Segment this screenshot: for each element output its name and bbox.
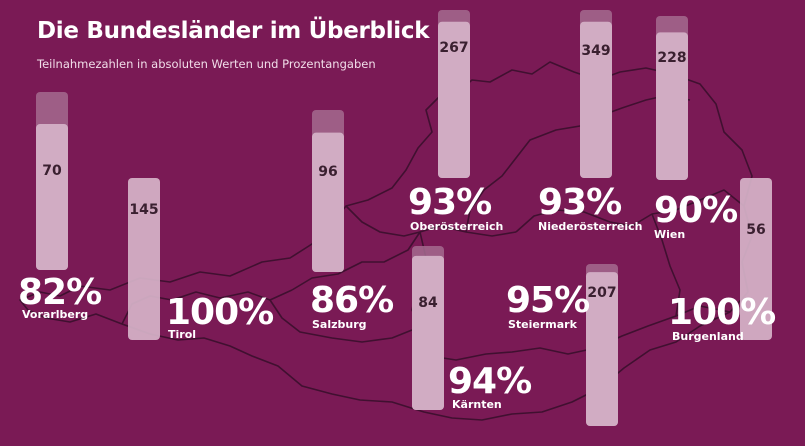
percent-label: 94% <box>448 361 531 402</box>
page-title: Die Bundesländer im Überblick <box>37 18 430 44</box>
bar-fill <box>740 178 772 340</box>
percent-label: 93% <box>538 182 621 223</box>
bar-value-label: 349 <box>581 43 610 59</box>
bar-fill <box>580 21 612 179</box>
region-name-label: Tirol <box>168 328 196 341</box>
bar-fill <box>586 272 618 426</box>
region-name-label: Steiermark <box>508 318 578 331</box>
bar-value-label: 96 <box>318 164 337 180</box>
region-name-label: Salzburg <box>312 318 367 331</box>
bar-fill <box>36 124 68 270</box>
bar-fill <box>312 132 344 272</box>
percent-label: 82% <box>18 272 101 313</box>
percent-label: 95% <box>506 280 589 321</box>
labels-group: 7082%Vorarlberg145100%Tirol9686%Salzburg… <box>18 40 776 411</box>
bar-value-label: 228 <box>657 50 686 66</box>
bars-group <box>36 10 772 426</box>
percent-label: 93% <box>408 182 491 223</box>
bar-value-label: 84 <box>418 295 438 311</box>
bar-value-label: 56 <box>746 222 765 238</box>
region-name-label: Niederösterreich <box>538 220 642 233</box>
percent-label: 90% <box>654 190 737 231</box>
bar-fill <box>438 21 470 179</box>
region-name-label: Oberösterreich <box>410 220 503 233</box>
percent-label: 100% <box>668 292 775 333</box>
page-subtitle: Teilnahmezahlen in absoluten Werten und … <box>37 57 376 71</box>
region-name-label: Vorarlberg <box>22 308 88 321</box>
region-name-label: Wien <box>654 228 685 241</box>
bar-value-label: 207 <box>587 285 616 301</box>
bar-value-label: 70 <box>42 163 62 179</box>
bar-fill <box>412 255 444 410</box>
bar-value-label: 145 <box>129 202 158 218</box>
bar-value-label: 267 <box>439 40 468 56</box>
percent-label: 86% <box>310 280 393 321</box>
region-name-label: Burgenland <box>672 330 744 343</box>
percent-label: 100% <box>166 292 273 333</box>
region-name-label: Kärnten <box>452 398 502 411</box>
bar-fill <box>128 178 160 340</box>
bar-fill <box>656 32 688 181</box>
